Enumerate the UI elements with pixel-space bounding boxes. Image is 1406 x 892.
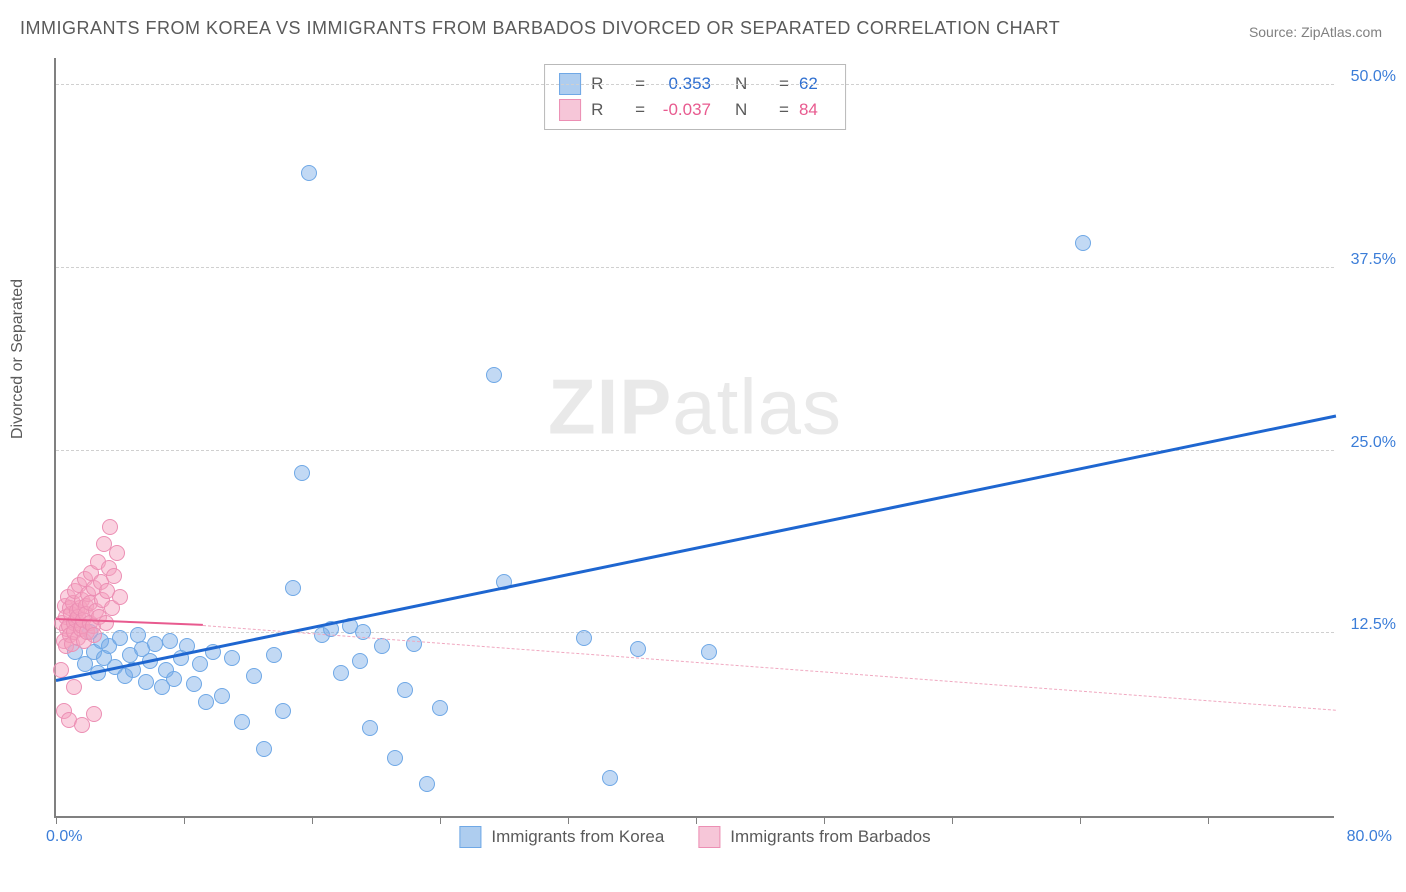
data-point (285, 580, 301, 596)
data-point (138, 674, 154, 690)
source-label: Source: (1249, 24, 1301, 40)
data-point (374, 638, 390, 654)
data-point (602, 770, 618, 786)
y-axis-title: Divorced or Separated (9, 279, 27, 439)
x-tick (312, 816, 313, 824)
data-point (224, 650, 240, 666)
data-point (214, 688, 230, 704)
x-tick (440, 816, 441, 824)
source-name: ZipAtlas.com (1301, 24, 1382, 40)
data-point (352, 653, 368, 669)
gridline (56, 267, 1334, 268)
data-point (333, 665, 349, 681)
data-point (432, 700, 448, 716)
watermark-bold: ZIP (548, 362, 672, 450)
legend-eq: = (779, 100, 789, 120)
data-point (234, 714, 250, 730)
series-legend: Immigrants from Korea Immigrants from Bar… (459, 826, 930, 848)
x-tick (1080, 816, 1081, 824)
data-point (266, 647, 282, 663)
legend-n-value: 84 (799, 100, 831, 120)
data-point (362, 720, 378, 736)
y-tick-label: 12.5% (1351, 616, 1396, 634)
chart-title: IMMIGRANTS FROM KOREA VS IMMIGRANTS FROM… (20, 18, 1060, 39)
data-point (275, 703, 291, 719)
x-axis-max-label: 80.0% (1347, 828, 1392, 846)
data-point (397, 682, 413, 698)
data-point (186, 676, 202, 692)
series-legend-item: Immigrants from Korea (459, 826, 664, 848)
legend-swatch (698, 826, 720, 848)
data-point (109, 545, 125, 561)
data-point (66, 679, 82, 695)
watermark-rest: atlas (672, 362, 842, 450)
data-point (256, 741, 272, 757)
data-point (98, 615, 114, 631)
data-point (162, 633, 178, 649)
series-name: Immigrants from Korea (491, 827, 664, 847)
legend-eq: = (635, 100, 645, 120)
series-name: Immigrants from Barbados (730, 827, 930, 847)
y-tick-label: 50.0% (1351, 68, 1396, 86)
y-tick-label: 25.0% (1351, 434, 1396, 452)
x-tick (824, 816, 825, 824)
legend-r-label: R (591, 100, 625, 120)
x-tick (56, 816, 57, 824)
x-tick (568, 816, 569, 824)
data-point (112, 630, 128, 646)
legend-row: R = -0.037 N = 84 (559, 97, 831, 123)
watermark: ZIPatlas (548, 361, 842, 452)
x-tick (952, 816, 953, 824)
data-point (198, 694, 214, 710)
data-point (301, 165, 317, 181)
x-axis-origin-label: 0.0% (46, 828, 82, 846)
x-tick (184, 816, 185, 824)
data-point (406, 636, 422, 652)
trend-line (56, 414, 1337, 681)
data-point (701, 644, 717, 660)
trend-line (203, 625, 1336, 711)
data-point (1075, 235, 1091, 251)
data-point (419, 776, 435, 792)
data-point (630, 641, 646, 657)
data-point (294, 465, 310, 481)
data-point (102, 519, 118, 535)
data-point (112, 589, 128, 605)
x-tick (1208, 816, 1209, 824)
correlation-legend: R=0.353N=62R=-0.037N=84 (544, 64, 846, 130)
data-point (576, 630, 592, 646)
legend-n-label: N (735, 100, 769, 120)
x-tick (696, 816, 697, 824)
data-point (74, 717, 90, 733)
y-tick-label: 37.5% (1351, 251, 1396, 269)
data-point (387, 750, 403, 766)
data-point (246, 668, 262, 684)
legend-r-value: -0.037 (655, 100, 711, 120)
legend-swatch (459, 826, 481, 848)
legend-swatch (559, 99, 581, 121)
data-point (130, 627, 146, 643)
gridline (56, 632, 1334, 633)
plot-area: ZIPatlas R=0.353N=62R=-0.037N=84 Immigra… (54, 58, 1334, 818)
data-point (53, 662, 69, 678)
data-point (486, 367, 502, 383)
data-point (192, 656, 208, 672)
data-point (106, 568, 122, 584)
data-point (166, 671, 182, 687)
source-attribution: Source: ZipAtlas.com (1249, 24, 1382, 40)
gridline (56, 450, 1334, 451)
data-point (86, 706, 102, 722)
gridline (56, 84, 1334, 85)
series-legend-item: Immigrants from Barbados (698, 826, 930, 848)
